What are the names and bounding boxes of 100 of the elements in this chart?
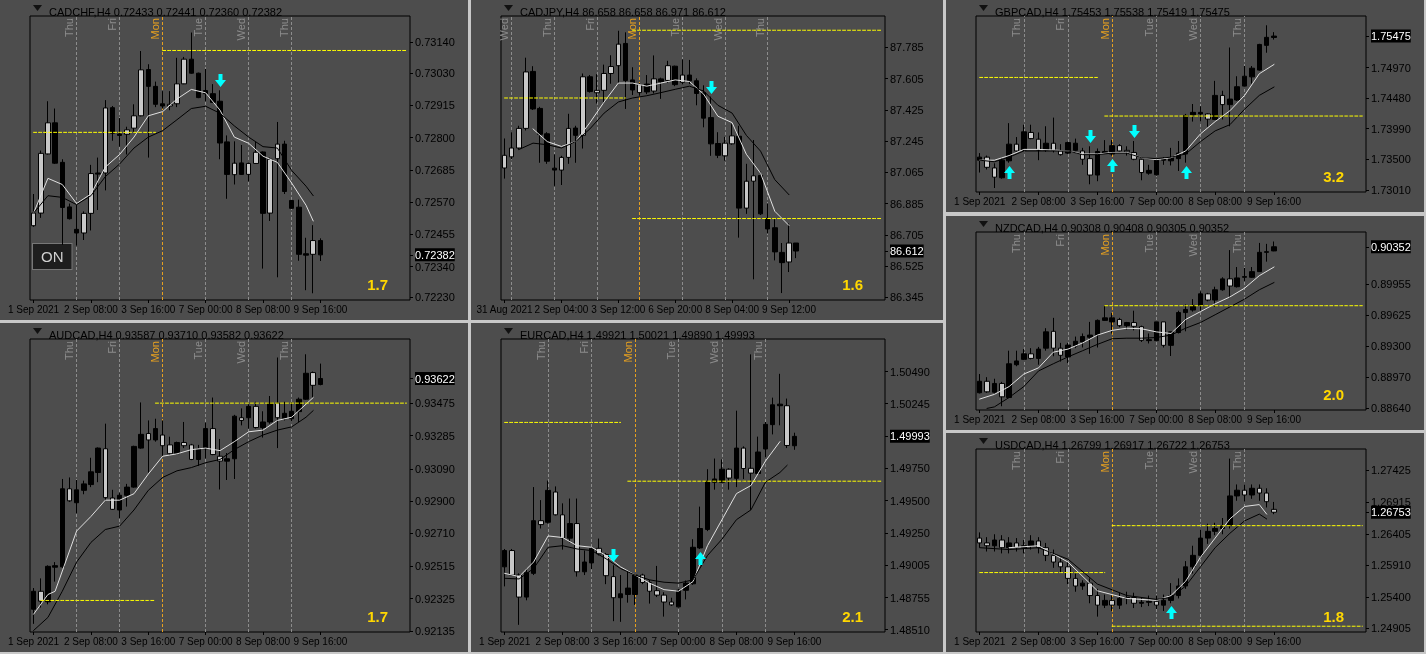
y-tick-label: 1.26405 (1371, 528, 1411, 541)
x-tick-label: 7 Sep 00:00 (1129, 195, 1184, 207)
y-tick-label: 86.525 (890, 260, 924, 273)
x-tick-label: 3 Sep 12:00 (591, 303, 646, 315)
chart-title: AUDCAD,H4 0.93587 0.93710 0.93582 0.93622 (49, 328, 284, 341)
annotation: Wed (235, 18, 248, 41)
y-tick-label: 0.72455 (415, 228, 455, 241)
x-tick-label: 9 Sep 16:00 (1247, 413, 1302, 425)
y-tick-label: 1.49993 (890, 430, 930, 443)
annotation: 1.7 (367, 276, 389, 293)
x-tick-label: 3 Sep 16:00 (121, 303, 176, 315)
annotation: Wed (498, 18, 511, 41)
annotation: Tue (192, 18, 205, 37)
y-tick-label: 1.74480 (1371, 92, 1411, 105)
chart-title: USDCAD,H4 1.26799 1.26917 1.26722 1.26753 (995, 438, 1230, 451)
y-tick-label: 0.89300 (1371, 339, 1411, 352)
annotation: Thu (1231, 451, 1244, 470)
annotation: Mon (626, 18, 639, 40)
x-tick-label: 31 Aug 2021 (476, 303, 534, 315)
y-tick-label: 1.25400 (1371, 591, 1411, 604)
y-tick-label: 1.48755 (890, 591, 930, 604)
y-tick-label: 0.93090 (415, 462, 455, 475)
x-tick-label: 1 Sep 2021 (954, 195, 1006, 207)
y-tick-label: 1.25910 (1371, 559, 1411, 572)
annotation: Fri (583, 18, 596, 31)
y-tick-label: 0.93285 (415, 429, 455, 442)
y-tick-label: 87.605 (890, 72, 924, 85)
annotation: Mon (1098, 234, 1111, 256)
chart-title: EURCAD,H4 1.49921 1.50021 1.49890 1.49993 (520, 328, 755, 341)
x-tick-label: 3 Sep 16:00 (1070, 413, 1125, 425)
x-tick-label: 8 Sep 08:00 (1188, 413, 1243, 425)
annotation: Tue (192, 341, 205, 360)
annotation: ON (41, 248, 64, 265)
x-tick-label: 2 Sep 08:00 (63, 635, 119, 647)
x-tick-label: 7 Sep 00:00 (651, 635, 706, 647)
y-tick-label: 86.885 (890, 197, 924, 210)
y-tick-label: 1.74970 (1371, 61, 1411, 74)
annotation: Thu (1010, 234, 1023, 253)
y-tick-label: 0.73030 (415, 67, 455, 80)
annotation: Tue (668, 18, 681, 37)
y-tick-label: 1.75475 (1371, 30, 1411, 43)
y-tick-label: 1.49500 (890, 494, 930, 507)
annotation: Thu (63, 341, 76, 360)
x-tick-label: 2 Sep 08:00 (1011, 413, 1066, 425)
y-tick-label: 0.89625 (1371, 309, 1411, 322)
annotation: Thu (751, 341, 764, 360)
y-tick-label: 87.785 (890, 41, 924, 54)
x-tick-label: 6 Sep 20:00 (648, 303, 703, 315)
y-tick-label: 1.26915 (1371, 496, 1411, 509)
annotation: Wed (1186, 18, 1199, 41)
y-tick-label: 0.92135 (415, 624, 455, 637)
annotation: Mon (149, 341, 162, 363)
annotation: Fri (1054, 234, 1067, 247)
y-tick-label: 0.92325 (415, 592, 455, 605)
x-tick-label: 2 Sep 04:00 (534, 303, 589, 315)
y-tick-label: 1.73010 (1371, 183, 1411, 196)
y-tick-label: 0.90352 (1371, 240, 1411, 253)
y-tick-label: 1.26753 (1371, 506, 1411, 519)
x-tick-label: 9 Sep 16:00 (767, 635, 822, 647)
annotation: Tue (1142, 451, 1155, 470)
annotation: Thu (1010, 451, 1023, 470)
x-tick-label: 2 Sep 08:00 (1011, 195, 1066, 207)
annotation: Fri (1054, 18, 1067, 31)
x-tick-label: 8 Sep 08:00 (236, 303, 291, 315)
x-tick-label: 7 Sep 00:00 (1129, 413, 1184, 425)
annotation: Mon (1098, 451, 1111, 473)
x-tick-label: 3 Sep 16:00 (121, 635, 176, 647)
annotation: Thu (1231, 234, 1244, 253)
annotation: 2.1 (842, 608, 864, 625)
x-tick-label: 8 Sep 08:00 (1188, 635, 1243, 647)
annotation: Wed (235, 341, 248, 364)
annotation: Fri (106, 18, 119, 31)
y-tick-label: 86.705 (890, 228, 924, 241)
x-tick-label: 8 Sep 08:00 (1188, 195, 1243, 207)
y-tick-label: 0.93622 (415, 372, 455, 385)
annotation: Wed (711, 18, 724, 41)
annotation: Thu (278, 18, 291, 37)
annotation: Tue (1142, 18, 1155, 37)
annotation: Thu (1010, 18, 1023, 37)
y-tick-label: 0.88970 (1371, 370, 1411, 383)
annotation: Fri (1054, 451, 1067, 464)
x-tick-label: 3 Sep 16:00 (1070, 195, 1125, 207)
y-tick-label: 0.92900 (415, 495, 455, 508)
x-tick-label: 1 Sep 2021 (479, 635, 531, 647)
annotation: Fri (106, 341, 119, 354)
y-tick-label: 1.24905 (1371, 622, 1411, 635)
x-tick-label: 8 Sep 08:00 (236, 635, 291, 647)
y-tick-label: 0.93475 (415, 397, 455, 410)
annotation: Tue (665, 341, 678, 360)
annotation: 2.0 (1323, 386, 1345, 403)
annotation: 1.7 (367, 608, 389, 625)
x-tick-label: 1 Sep 2021 (8, 635, 60, 647)
y-tick-label: 0.72230 (415, 291, 455, 304)
y-tick-label: 0.92515 (415, 560, 455, 573)
x-tick-label: 1 Sep 2021 (954, 635, 1006, 647)
x-tick-label: 1 Sep 2021 (8, 303, 60, 315)
y-tick-label: 0.92710 (415, 527, 455, 540)
annotation: Mon (621, 341, 634, 363)
y-tick-label: 86.345 (890, 291, 924, 304)
y-tick-label: 1.49005 (890, 559, 930, 572)
